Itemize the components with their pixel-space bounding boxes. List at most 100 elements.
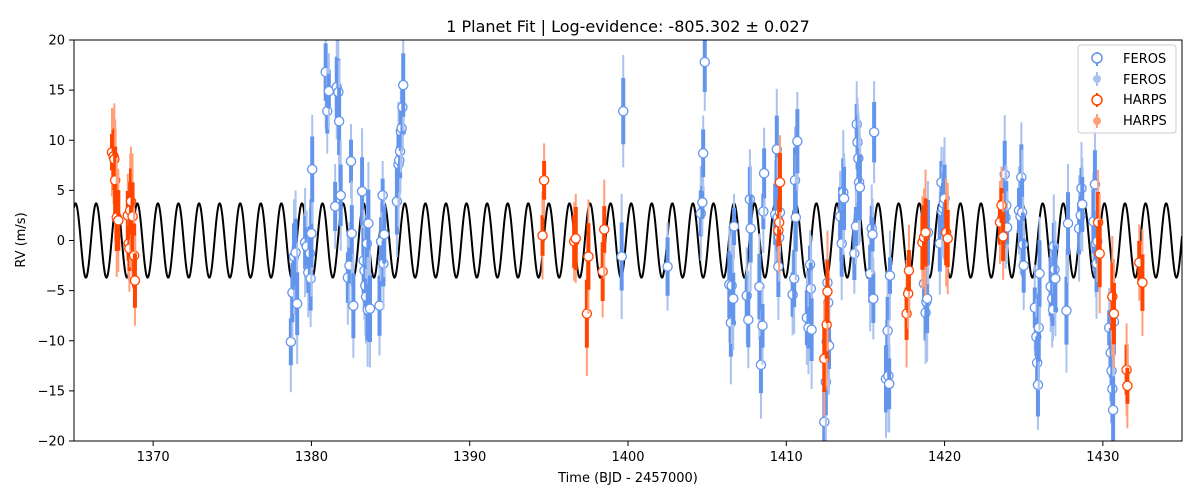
series-harps: [106, 103, 1148, 429]
x-axis-label: Time (BJD - 2457000): [557, 471, 698, 486]
data-point: [755, 359, 767, 371]
data-point: [1034, 268, 1045, 279]
data-point: [129, 275, 141, 286]
data-point: [1061, 305, 1072, 316]
data-point: [1108, 308, 1120, 319]
data-point: [333, 115, 345, 127]
data-point: [903, 265, 915, 276]
data-point: [867, 229, 878, 240]
data-point: [127, 211, 138, 222]
data-point: [1077, 199, 1088, 210]
data-point: [538, 175, 550, 186]
data-point: [774, 177, 786, 188]
data-point: [1050, 273, 1061, 284]
y-tick-label: −20: [38, 435, 65, 450]
data-point: [849, 248, 860, 259]
data-point: [285, 336, 297, 348]
legend-feros-marker: [1091, 52, 1103, 64]
data-point: [363, 218, 374, 229]
legend-feros-jitter-marker: [1093, 75, 1101, 83]
data-point: [757, 320, 768, 331]
data-point: [1107, 404, 1119, 416]
data-point: [758, 168, 770, 179]
x-tick-label: 1420: [928, 450, 961, 465]
data-point: [697, 197, 708, 208]
data-point: [942, 233, 953, 244]
data-point: [822, 286, 833, 297]
data-point: [378, 229, 390, 240]
data-point: [920, 227, 931, 238]
data-point: [291, 298, 303, 309]
data-point: [883, 378, 895, 390]
legend-entry-harps-jitter: HARPS: [1093, 114, 1167, 129]
y-tick-label: 10: [48, 134, 65, 149]
data-point: [599, 224, 610, 235]
legend-label: FEROS: [1123, 73, 1166, 88]
legend-entry-feros-jitter: FEROS: [1093, 72, 1166, 88]
y-axis-label: RV (m/s): [14, 212, 29, 267]
data-point: [346, 228, 358, 239]
legend-harps-marker: [1091, 94, 1103, 106]
model-layer: [74, 202, 1182, 279]
data-point: [745, 223, 756, 234]
legend-harps-jitter-marker: [1093, 117, 1101, 125]
x-tick-label: 1390: [453, 450, 486, 465]
y-tick-label: 20: [48, 34, 65, 49]
x-tick-label: 1430: [1086, 450, 1119, 465]
legend-box: [1077, 44, 1177, 134]
x-tick-label: 1400: [611, 450, 644, 465]
data-point: [113, 215, 124, 226]
y-axis-ticks: −20 −15 −10 −5 0 5 10 15 20: [38, 34, 74, 450]
data-point: [788, 273, 800, 284]
y-tick-label: −10: [38, 334, 65, 349]
data-point: [996, 200, 1007, 211]
data-point: [290, 247, 301, 258]
data-point: [792, 136, 803, 147]
data-point: [697, 148, 709, 159]
data-point: [329, 201, 341, 212]
data-point: [348, 300, 359, 311]
data-point: [306, 164, 318, 175]
legend-entry-harps-open: HARPS: [1091, 93, 1167, 108]
legend-label: HARPS: [1123, 114, 1167, 129]
data-point: [306, 228, 317, 239]
data-point: [618, 105, 629, 117]
data-point: [884, 270, 896, 281]
x-tick-label: 1370: [137, 450, 170, 465]
data-point: [1137, 277, 1148, 288]
data-point: [806, 324, 817, 335]
legend-label: HARPS: [1123, 93, 1167, 108]
data-point: [377, 190, 388, 201]
legend: FEROS FEROS HARPS HARPS: [1077, 44, 1177, 134]
x-tick-label: 1380: [295, 450, 328, 465]
data-point: [728, 293, 739, 304]
data-point: [997, 231, 1009, 242]
data-point: [364, 303, 376, 314]
data-point: [356, 186, 368, 197]
legend-label: FEROS: [1123, 52, 1166, 67]
data-point: [868, 126, 880, 138]
data-point: [728, 221, 740, 232]
data-point: [699, 56, 711, 68]
data-point: [1018, 260, 1029, 271]
data-point: [1062, 218, 1074, 229]
data-point: [397, 79, 409, 91]
y-tick-label: 15: [48, 84, 65, 99]
data-point: [1122, 380, 1133, 392]
y-tick-label: 5: [57, 184, 65, 199]
data-point: [345, 156, 357, 167]
chart-title: 1 Planet Fit | Log-evidence: -805.302 ± …: [446, 17, 810, 36]
data-point: [790, 212, 802, 223]
series-feros: [285, 40, 1120, 441]
plot-area: 1370 1380 1390 1400 1410 1420 1430 −20 −15 −10 −5…: [38, 34, 1183, 465]
data-point: [921, 293, 933, 304]
data-point: [581, 308, 593, 319]
data-point: [854, 182, 866, 193]
data-point: [662, 261, 673, 272]
data-point: [570, 233, 582, 244]
data-point: [819, 416, 830, 428]
legend-entry-feros-open: FEROS: [1091, 52, 1166, 67]
data-point: [868, 293, 879, 304]
data-layer: [106, 40, 1148, 441]
